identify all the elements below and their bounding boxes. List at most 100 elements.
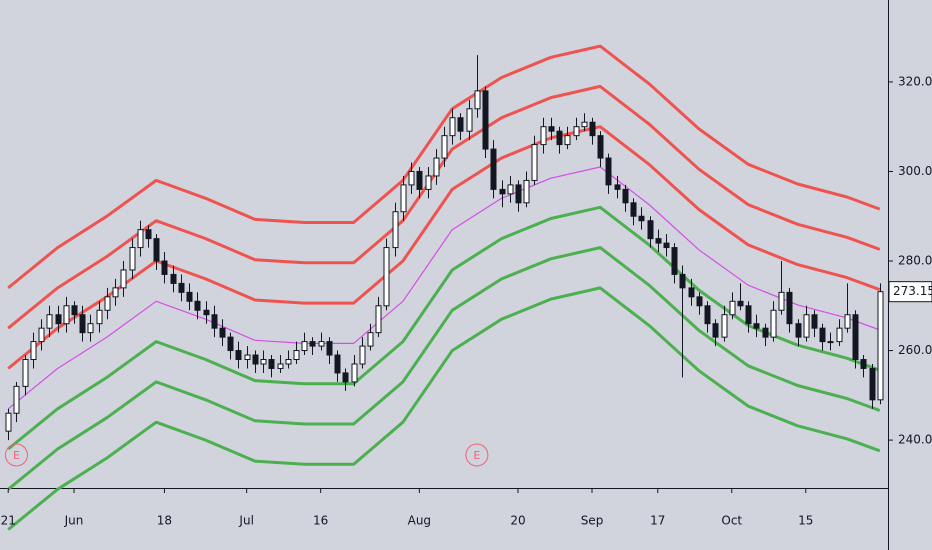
candle-body [490,148,497,190]
candle-body [704,305,711,325]
candle-body [260,359,267,365]
candle-body [112,287,119,298]
candle-body [367,332,374,347]
candle-body [96,309,103,325]
candle-body [351,363,358,383]
y-tick-label: 240.00 [898,433,932,447]
candle-body [408,170,415,186]
band-line [7,286,881,531]
candle-body [655,238,662,244]
y-tick-label: 280.00 [898,254,932,268]
candle-body [87,323,94,334]
candle-body [145,229,152,240]
candle-body [416,170,423,190]
x-tick-label: Jun [64,514,84,528]
candle-body [679,273,686,289]
candle-body [860,359,867,369]
candle-body [457,117,464,132]
candle-body [811,314,818,329]
candle-body [441,135,448,159]
candle-body [474,90,481,110]
candle-body [499,188,506,195]
x-tick-label: Oct [721,514,742,528]
candle-body [507,184,514,195]
candle-body [334,354,341,374]
candle-body [647,220,654,240]
candle-body [819,327,826,343]
candle-body [194,300,201,311]
candle-body [383,247,390,307]
band-line [7,166,881,410]
candle-body [614,184,621,190]
candle-body [433,157,440,177]
x-tick-label: 16 [313,514,328,528]
candle-body [852,314,859,361]
candle-body [425,175,432,190]
candle-body [359,345,366,365]
candle-body [573,126,580,137]
candle-body [178,282,185,293]
candle-body [581,121,588,128]
candle-body [63,305,70,325]
candle-body [729,300,736,316]
y-tick-label: 320.00 [898,74,932,88]
candle-body [285,359,292,365]
candle-body [326,341,333,356]
candle-body [721,314,728,338]
candle-body [268,359,275,369]
candle-body [161,260,168,275]
candle-body [170,273,177,284]
candle-body [540,126,547,146]
candle-body [244,354,251,361]
y-tick-label: 260.00 [898,343,932,357]
earnings-marker [4,443,28,467]
candle-body [38,327,45,343]
candle-body [597,135,604,159]
candle-body [762,327,769,338]
x-tick-label: 20 [510,514,525,528]
candle-body [13,385,20,414]
x-tick-label: 18 [157,514,172,528]
candle-body [104,296,111,311]
x-tick-label: 17 [650,514,665,528]
candle-body [252,354,259,365]
candle-body [309,341,316,347]
candle-body [318,341,325,347]
candle-body [30,341,37,361]
candle-body [203,309,210,316]
candle-body [219,327,226,338]
candle-body [638,215,645,222]
candle-body [375,305,382,334]
candle-body [778,291,785,311]
candle-body [556,130,563,146]
candle-body [827,341,834,344]
candle-body [523,179,530,204]
candle-body [211,314,218,329]
candle-body [869,367,876,401]
candle-body [753,323,760,329]
candle-body [696,296,703,307]
candle-body [120,269,127,289]
y-tick-label: 300.00 [898,164,932,178]
candle-body [844,314,851,329]
candle-body [589,121,596,137]
candle-body [548,126,555,132]
x-tick-label: 15 [798,514,813,528]
candle-body [392,211,399,249]
candle-body [186,291,193,302]
price-label-box [888,281,932,303]
candle-body [515,184,522,204]
candle-body [605,157,612,186]
x-tick-label: Aug [408,514,431,528]
candle-body [342,372,349,383]
candle-body [301,341,308,352]
candle-body [745,305,752,325]
candle-body [137,229,144,249]
candle-body [466,108,473,132]
candle-body [153,238,160,262]
x-tick-label: Jul [238,514,253,528]
candle-body [622,188,629,204]
earnings-marker-label: E [473,449,480,462]
candle-body [46,314,53,329]
